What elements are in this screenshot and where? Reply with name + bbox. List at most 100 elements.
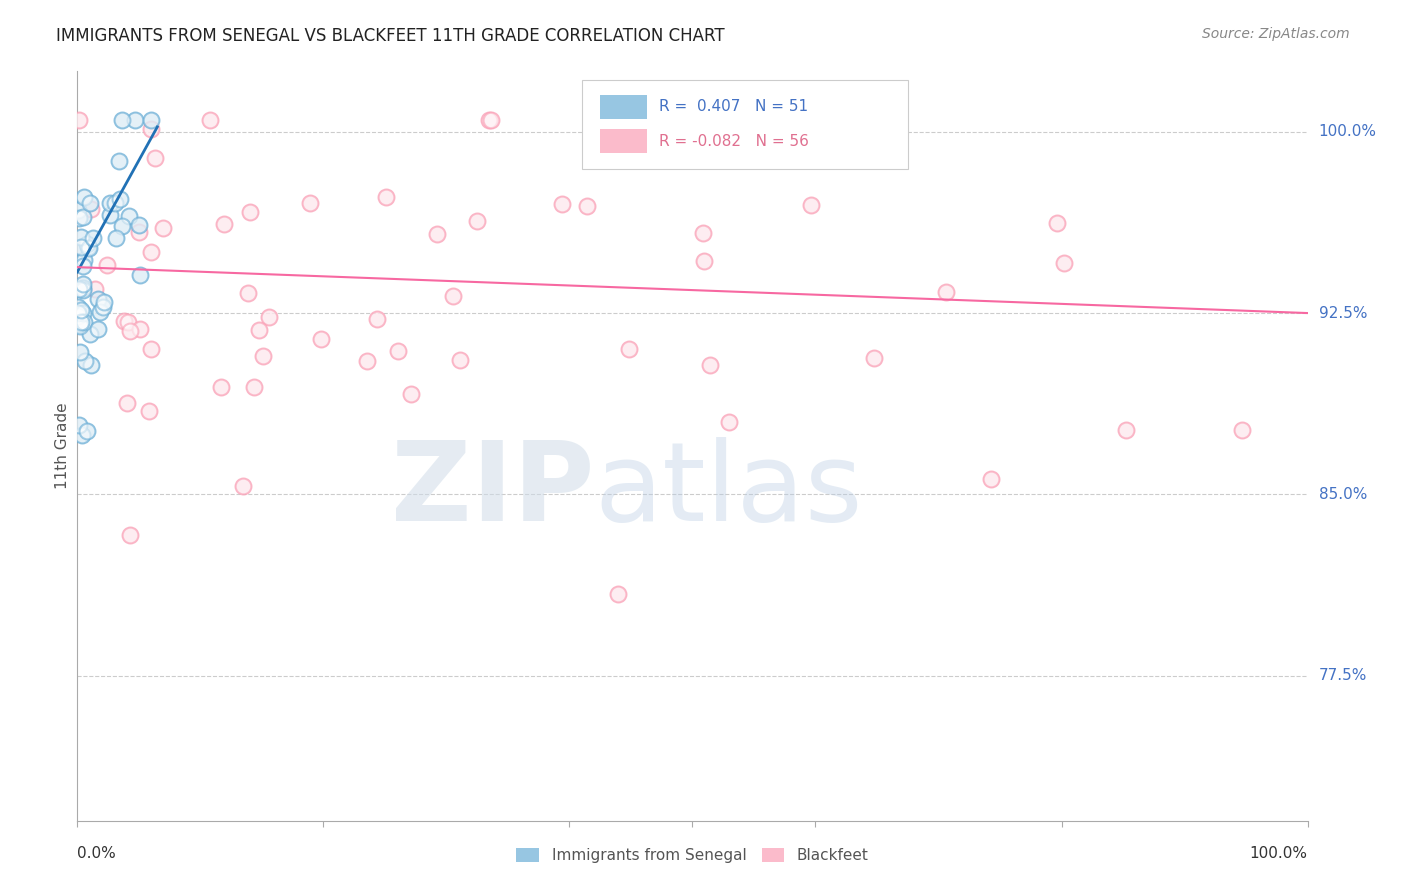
Point bbox=[73, 253, 96, 268]
Point bbox=[79, 196, 101, 211]
Point bbox=[89, 305, 111, 319]
Point bbox=[124, 112, 146, 127]
Point bbox=[935, 285, 957, 299]
Point bbox=[79, 202, 101, 216]
Point bbox=[693, 254, 716, 268]
Point bbox=[152, 221, 174, 235]
Point bbox=[82, 231, 104, 245]
Point bbox=[67, 282, 90, 296]
Point bbox=[120, 324, 142, 338]
Point bbox=[238, 285, 260, 300]
Point bbox=[73, 190, 96, 204]
Point bbox=[108, 192, 131, 206]
Point bbox=[441, 288, 464, 302]
Point bbox=[387, 343, 409, 358]
Point bbox=[118, 209, 141, 223]
Point bbox=[72, 210, 94, 224]
Point bbox=[129, 322, 152, 336]
Point bbox=[73, 315, 96, 329]
Point bbox=[479, 112, 502, 127]
Point bbox=[479, 112, 502, 127]
Point bbox=[477, 112, 499, 127]
Point bbox=[108, 154, 131, 169]
Point bbox=[425, 227, 447, 242]
Point bbox=[70, 229, 93, 244]
Point bbox=[198, 112, 221, 127]
Text: 77.5%: 77.5% bbox=[1319, 668, 1367, 683]
Point bbox=[105, 231, 128, 245]
Point bbox=[67, 211, 90, 226]
Point bbox=[718, 416, 741, 430]
Point bbox=[69, 317, 91, 331]
Point bbox=[70, 315, 93, 329]
Point bbox=[692, 226, 714, 240]
Point bbox=[238, 285, 260, 300]
Point bbox=[79, 327, 101, 342]
Point bbox=[699, 358, 721, 372]
Point bbox=[298, 196, 321, 211]
Point bbox=[366, 312, 388, 326]
Point bbox=[67, 417, 90, 432]
Point bbox=[1053, 256, 1076, 270]
Point bbox=[607, 587, 630, 601]
Point bbox=[76, 424, 98, 438]
Point bbox=[1115, 424, 1137, 438]
Point bbox=[77, 240, 100, 254]
Point bbox=[693, 254, 716, 268]
Point bbox=[1045, 216, 1067, 230]
Point bbox=[69, 303, 91, 318]
Point bbox=[69, 303, 91, 318]
Point bbox=[449, 352, 471, 367]
Text: R =  0.407   N = 51: R = 0.407 N = 51 bbox=[659, 99, 808, 114]
Point bbox=[247, 323, 270, 337]
Point bbox=[87, 292, 110, 306]
Point bbox=[72, 210, 94, 224]
Point bbox=[67, 112, 90, 127]
Point bbox=[66, 202, 89, 217]
Point bbox=[79, 196, 101, 211]
Point bbox=[87, 292, 110, 306]
Point bbox=[374, 190, 396, 204]
Point bbox=[252, 350, 274, 364]
Text: Source: ZipAtlas.com: Source: ZipAtlas.com bbox=[1202, 27, 1350, 41]
Text: 92.5%: 92.5% bbox=[1319, 306, 1367, 320]
Text: R = -0.082   N = 56: R = -0.082 N = 56 bbox=[659, 134, 808, 149]
Point bbox=[118, 209, 141, 223]
Point bbox=[699, 358, 721, 372]
Point bbox=[141, 342, 163, 356]
Point bbox=[66, 310, 89, 324]
Point bbox=[863, 351, 886, 365]
Point bbox=[98, 195, 121, 210]
Point bbox=[66, 306, 89, 320]
Point bbox=[72, 306, 94, 320]
Point bbox=[257, 310, 280, 325]
Point bbox=[239, 205, 262, 219]
Point bbox=[141, 112, 163, 127]
Point bbox=[935, 285, 957, 299]
Point bbox=[69, 319, 91, 334]
Point bbox=[980, 472, 1002, 486]
Point bbox=[76, 237, 98, 252]
Point bbox=[309, 332, 332, 346]
Point bbox=[67, 417, 90, 432]
Point bbox=[141, 244, 163, 259]
Point bbox=[401, 387, 423, 401]
Point bbox=[387, 343, 409, 358]
Point bbox=[243, 380, 266, 394]
Point bbox=[96, 258, 118, 272]
Point bbox=[138, 403, 160, 417]
Point bbox=[73, 190, 96, 204]
Point bbox=[80, 358, 103, 372]
Point bbox=[75, 354, 97, 368]
Point bbox=[465, 214, 488, 228]
Point bbox=[72, 283, 94, 297]
Point bbox=[76, 424, 98, 438]
Point bbox=[72, 428, 94, 442]
Point bbox=[111, 112, 134, 127]
Point bbox=[800, 197, 823, 211]
Point bbox=[309, 332, 332, 346]
Point bbox=[465, 214, 488, 228]
Point bbox=[209, 380, 232, 394]
Point bbox=[209, 380, 232, 394]
Point bbox=[70, 229, 93, 244]
